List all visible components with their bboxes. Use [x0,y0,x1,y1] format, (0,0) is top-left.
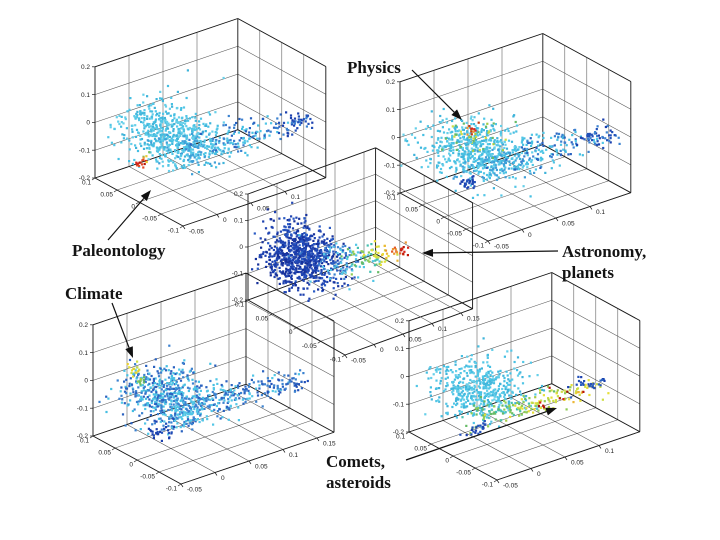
tick-label: 0.1 [81,92,90,99]
tick-label: 0 [391,135,395,142]
tick-label: -0.2 [79,175,91,182]
tick-label: -0.1 [384,162,396,169]
tick-label: -0.1 [77,405,89,412]
tick-label: 0.1 [605,448,614,455]
scatter-points [98,344,309,442]
tick-label: 0 [380,347,384,354]
tick-label: -0.1 [79,147,91,154]
tick-label: -0.1 [393,401,405,408]
annotation-text: Astronomy, [562,242,647,261]
annotation-text: Physics [347,58,401,77]
scatter-points [107,69,314,176]
tick-label: 0.05 [257,206,270,213]
tick-label: 0.2 [395,318,404,325]
tick-labels: 0.20.10-0.1-0.20.10.050-0.05-0.1 -0.0500.… [77,322,336,494]
tick-label: 0.15 [323,441,336,448]
tick-labels: 0.20.10-0.1-0.20.10.050-0.05-0.1 -0.0500.… [232,191,480,364]
tick-labels: 0.20.10-0.1-0.20.10.050-0.05-0.1 -0.0500.… [384,79,606,251]
annotation-text: Climate [65,284,123,303]
tick-label: 0.05 [256,315,269,322]
annotation-text: Comets, [326,452,386,471]
tick-label: -0.05 [187,487,202,494]
axes-grid [94,18,327,227]
tick-label: 0.1 [79,350,88,357]
annotation-text: planets [562,263,614,283]
tick-label: -0.1 [168,228,180,235]
tick-label: -0.05 [503,483,518,490]
tick-label: -0.05 [189,229,204,236]
scatter3d-paleontology: 0.20.10-0.1-0.20.10.050-0.05-0.1 -0.0500.… [79,18,327,236]
tick-label: -0.2 [232,297,244,304]
tick-label: 0 [528,232,532,239]
tick-label: -0.1 [482,482,494,489]
annotation-label-physics: Physics [347,57,401,78]
scatter3d-climate: 0.20.10-0.1-0.20.10.050-0.05-0.1 -0.0500.… [77,272,336,494]
tick-label: 0.2 [234,191,243,198]
tick-label: 0.1 [386,107,395,114]
tick-label: 0 [223,217,227,224]
tick-label: -0.1 [166,486,178,493]
tick-label: 0.1 [291,194,300,201]
tick-label: -0.2 [384,190,396,197]
annotation-label-climate: Climate [65,283,123,304]
tick-label: 0.05 [100,192,113,199]
tick-label: 0 [289,329,293,336]
tick-label: 0.2 [81,64,90,71]
tick-label: 0.1 [387,195,396,202]
tick-labels: 0.20.10-0.1-0.20.10.050-0.05-0.1 -0.0500.… [393,318,615,490]
tick-label: 0.05 [405,207,418,214]
tick-label: 0.1 [234,218,243,225]
tick-label: -0.05 [302,343,317,350]
tick-label: -0.1 [330,357,342,364]
tick-label: 0 [86,120,90,127]
tick-label: 0.05 [571,460,584,467]
tick-label: 0 [537,471,541,478]
tick-label: 0 [221,475,225,482]
tick-label: 0.1 [80,438,89,445]
scatter-points [400,104,621,199]
tick-label: 0.2 [386,79,395,86]
tick-label: -0.1 [232,271,244,278]
annotation-text: Paleontology [72,241,166,260]
tick-label: -0.2 [393,429,405,436]
tick-label: 0.1 [289,452,298,459]
annotation-label-paleontology: Paleontology [72,240,166,261]
tick-label: 0 [129,462,133,469]
annotation-text: asteroids [326,473,391,493]
tick-label: 0 [436,219,440,226]
tick-label: 0 [239,244,243,251]
tick-label: -0.05 [142,216,157,223]
tick-label: 0.2 [79,322,88,329]
tick-label: 0.1 [82,180,91,187]
annotation-label-astronomy-planets: Astronomy, planets [562,241,646,284]
tick-label: 0.05 [98,450,111,457]
scatter-points [251,201,410,302]
tick-label: 0.1 [235,302,244,309]
tick-label: 0.1 [596,209,605,216]
tick-label: -0.05 [494,244,509,251]
tick-label: 0.1 [396,434,405,441]
tick-label: 0 [400,374,404,381]
tick-label: -0.05 [456,470,471,477]
tick-label: 0.15 [467,316,480,323]
tick-label: 0.05 [255,464,268,471]
tick-label: -0.05 [447,231,462,238]
tick-label: 0 [131,204,135,211]
tick-label: 0 [445,458,449,465]
scatter3d-astronomy-planets: 0.20.10-0.1-0.20.10.050-0.05-0.1 -0.0500.… [232,147,480,365]
tick-label: -0.2 [77,433,89,440]
tick-label: 0.05 [409,337,422,344]
tick-label: 0 [84,378,88,385]
annotation-label-comets-asteroids: Comets, asteroids [326,451,391,494]
tick-label: -0.05 [351,358,366,365]
tick-label: 0.1 [395,346,404,353]
tick-label: -0.05 [140,474,155,481]
tick-label: 0.1 [438,326,447,333]
tick-label: 0.05 [562,221,575,228]
tick-label: -0.1 [473,243,485,250]
tick-label: 0.05 [414,446,427,453]
